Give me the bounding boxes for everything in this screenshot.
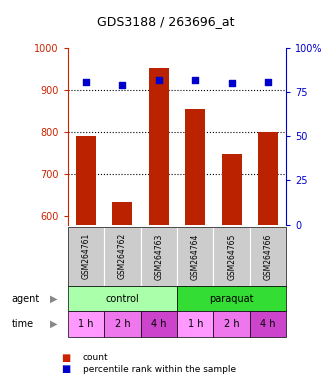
- Text: 1 h: 1 h: [78, 319, 94, 329]
- Text: 2 h: 2 h: [224, 319, 240, 329]
- Text: GSM264761: GSM264761: [81, 233, 91, 280]
- Text: GSM264765: GSM264765: [227, 233, 236, 280]
- Bar: [76, 136, 96, 225]
- Point: [229, 80, 234, 86]
- Text: GDS3188 / 263696_at: GDS3188 / 263696_at: [97, 15, 234, 28]
- Text: ■: ■: [61, 353, 71, 363]
- Point: [120, 82, 125, 88]
- Text: ▶: ▶: [50, 294, 57, 304]
- Point: [83, 78, 89, 84]
- Text: ■: ■: [61, 364, 71, 374]
- Text: 4 h: 4 h: [151, 319, 166, 329]
- Text: 1 h: 1 h: [188, 319, 203, 329]
- Text: 4 h: 4 h: [260, 319, 276, 329]
- Text: 2 h: 2 h: [115, 319, 130, 329]
- Bar: [222, 154, 242, 225]
- Point: [156, 77, 162, 83]
- Text: ▶: ▶: [50, 319, 57, 329]
- Text: percentile rank within the sample: percentile rank within the sample: [83, 365, 236, 374]
- Bar: [149, 68, 169, 225]
- Text: paraquat: paraquat: [210, 294, 254, 304]
- Text: GSM264766: GSM264766: [263, 233, 273, 280]
- Bar: [185, 109, 205, 225]
- Text: GSM264764: GSM264764: [191, 233, 200, 280]
- Text: agent: agent: [12, 294, 40, 304]
- Text: count: count: [83, 353, 108, 362]
- Bar: [113, 202, 132, 225]
- Text: control: control: [106, 294, 139, 304]
- Bar: [258, 132, 278, 225]
- Point: [193, 77, 198, 83]
- Text: time: time: [12, 319, 34, 329]
- Text: GSM264762: GSM264762: [118, 233, 127, 280]
- Point: [265, 78, 271, 84]
- Text: GSM264763: GSM264763: [154, 233, 164, 280]
